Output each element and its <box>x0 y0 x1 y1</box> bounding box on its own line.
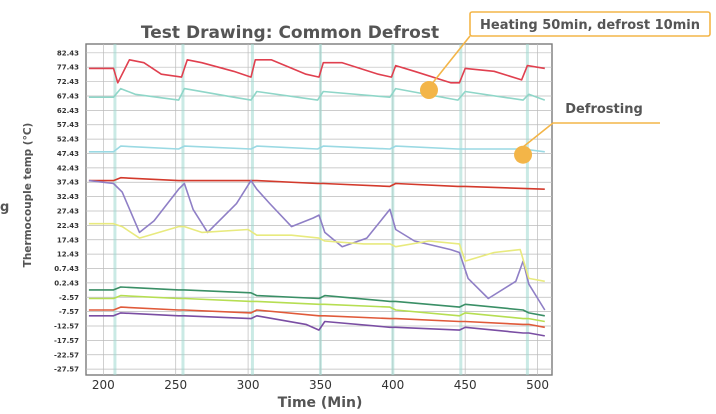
defrost-band <box>391 44 395 375</box>
callout-text-heating: Heating 50min, defrost 10min <box>480 18 700 33</box>
left-edge-fragment: g <box>0 200 9 215</box>
x-axis-label: Time (Min) <box>278 395 363 411</box>
y-tick-label: 72.43 <box>57 78 79 86</box>
defrost-bands <box>113 44 529 375</box>
y-tick-label: 42.43 <box>57 164 79 172</box>
callout-marker-defrost <box>514 145 533 164</box>
y-tick-label: 12.43 <box>57 251 79 259</box>
defrost-band <box>459 44 463 375</box>
callout-line-defrost <box>517 122 660 152</box>
y-tick-label: 67.43 <box>57 92 79 100</box>
x-tick-label: 200 <box>92 378 115 392</box>
x-tick-label: 500 <box>526 378 549 392</box>
callout-text-defrost: Defrosting <box>565 102 643 117</box>
y-tick-label: -7.57 <box>59 308 79 316</box>
y-tick-label: 37.43 <box>57 179 79 187</box>
y-tick-label: 77.43 <box>57 64 79 72</box>
x-tick-label: 400 <box>381 378 404 392</box>
y-tick-label: 57.43 <box>57 121 79 129</box>
y-tick-label: 0.7.43 <box>54 265 79 273</box>
callout-box-heating <box>469 11 711 37</box>
series-line-5 <box>88 222 545 283</box>
series-line-8 <box>88 306 545 329</box>
defrost-band <box>113 44 117 375</box>
y-tick-label: 82.43 <box>57 49 79 57</box>
chart-title: Test Drawing: Common Defrost <box>141 23 439 43</box>
y-tick-label: 52.43 <box>57 136 79 144</box>
callout-marker-heating <box>419 81 438 100</box>
y-ticks: 82.43 77.43 72.43 67.43 62.43 57.43 52.43 47.43… <box>54 49 79 373</box>
y-tick-label: -22.57 <box>54 351 79 359</box>
y-axis-label: Thermocouple temp (°C) <box>22 123 34 268</box>
series-line-2 <box>88 145 545 153</box>
series-line-9 <box>88 312 545 337</box>
defrost-band <box>318 44 322 375</box>
y-tick-label: 62.43 <box>57 107 79 115</box>
series-group <box>88 59 546 337</box>
series-line-7 <box>88 294 545 323</box>
defrost-band <box>250 44 254 375</box>
x-tick-label: 250 <box>164 378 187 392</box>
y-tick-label: -2.57 <box>59 294 79 302</box>
x-tick-label: 350 <box>309 378 332 392</box>
series-line-0 <box>88 59 545 84</box>
y-tick-label: -27.57 <box>54 366 79 374</box>
defrost-band <box>525 44 529 375</box>
y-tick-label: 22.43 <box>57 222 79 230</box>
callouts: Heating 50min, defrost 10min Defrosting <box>419 11 711 164</box>
x-ticks: 200 250 300 350 400 450 500 <box>92 378 549 392</box>
x-tick-label: 300 <box>237 378 260 392</box>
y-tick-label: -17.57 <box>54 337 79 345</box>
x-tick-label: 450 <box>454 378 477 392</box>
y-tick-label: 27.43 <box>57 207 79 215</box>
series-line-1 <box>88 87 546 101</box>
y-tick-label: 17.43 <box>57 236 79 244</box>
y-tick-label: 0.2.43 <box>54 279 79 287</box>
callout-line-heating <box>426 35 471 91</box>
series-line-4 <box>88 179 546 311</box>
y-tick-label: -12.57 <box>54 323 79 331</box>
y-tick-label: 32.43 <box>57 193 79 201</box>
series-line-3 <box>88 176 545 190</box>
series-line-6 <box>88 286 545 317</box>
defrost-band <box>181 44 185 375</box>
y-tick-label: 47.43 <box>57 150 79 158</box>
